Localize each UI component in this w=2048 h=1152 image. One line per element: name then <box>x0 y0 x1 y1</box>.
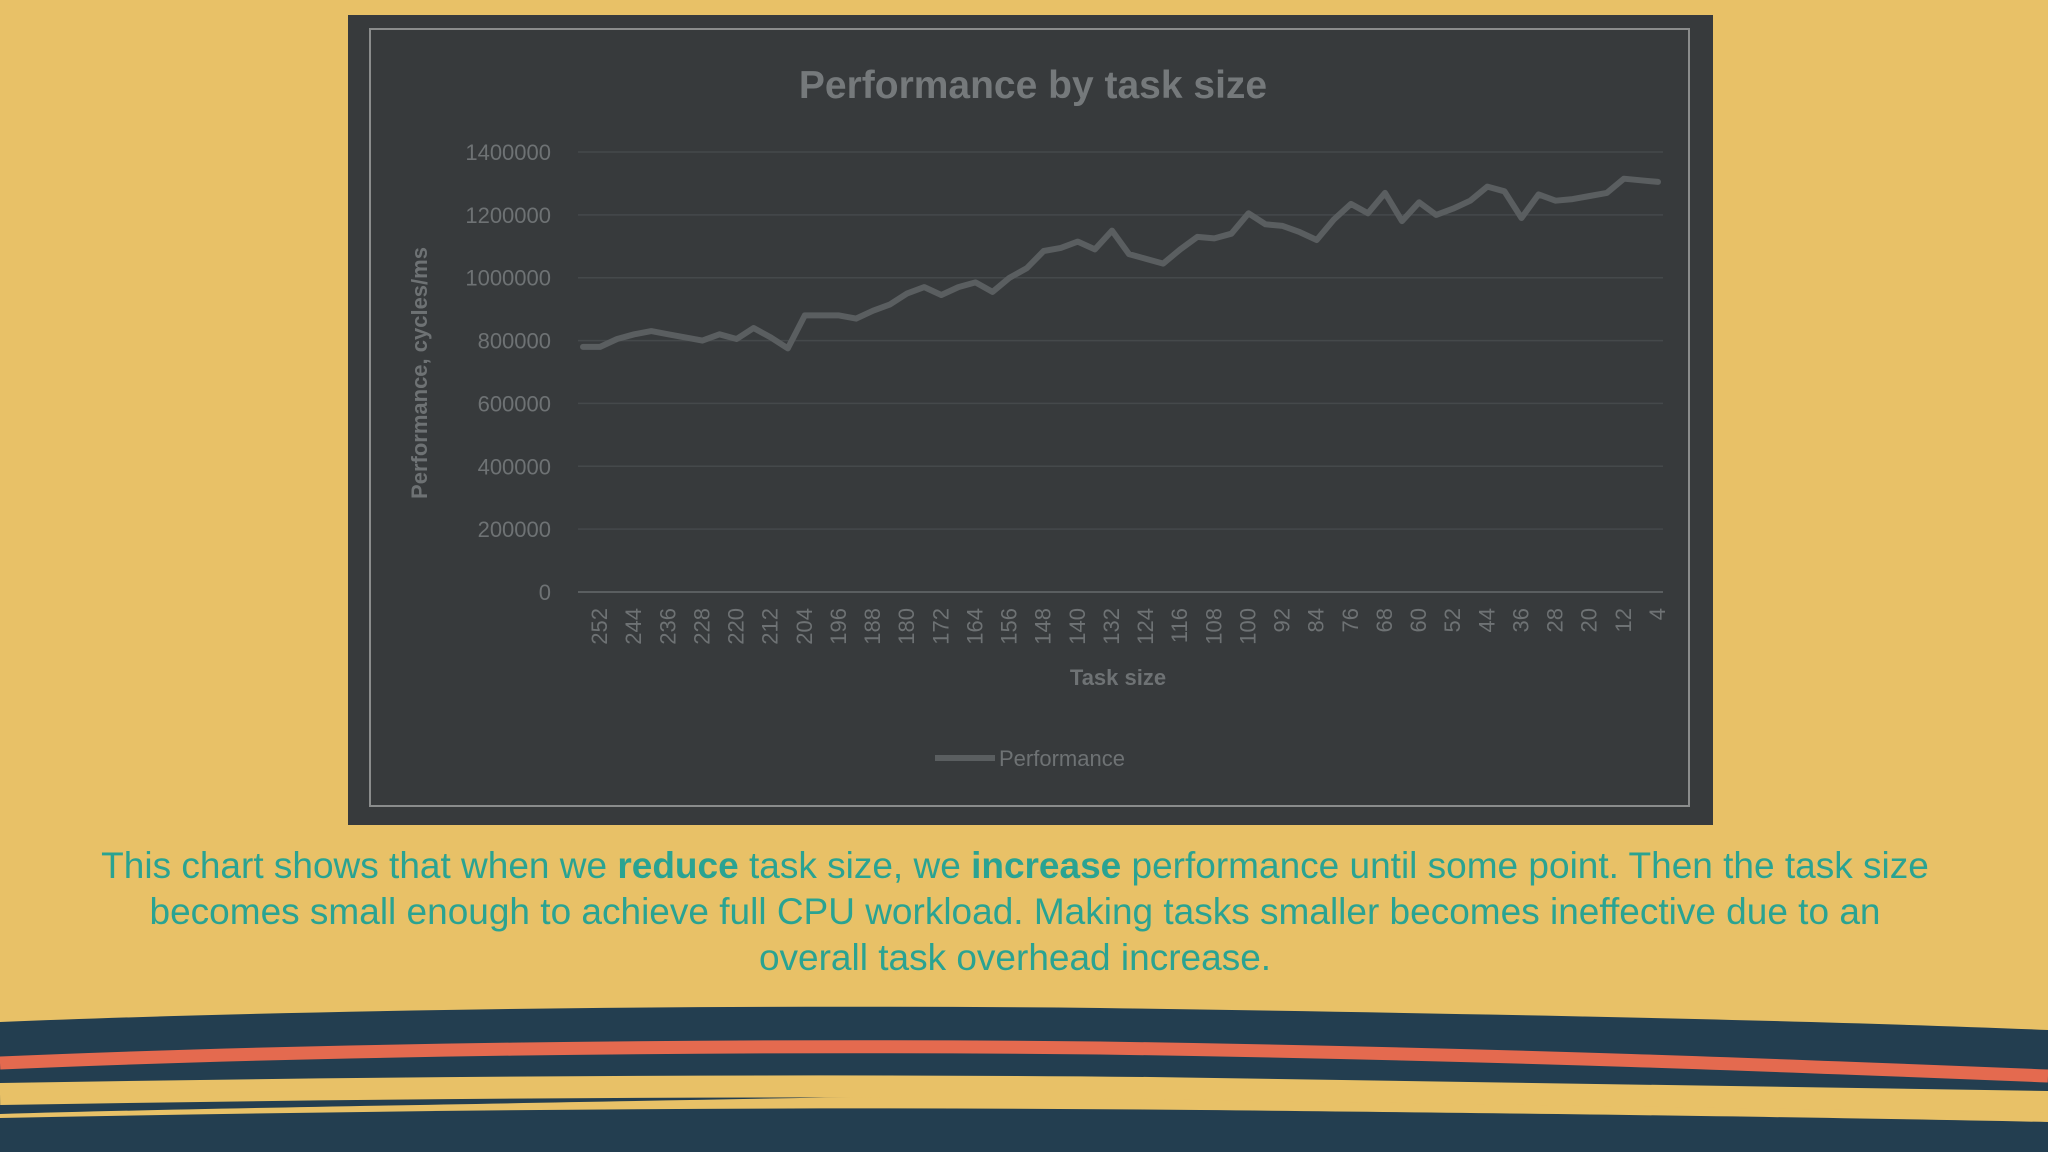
y-tick-label: 200000 <box>478 517 551 542</box>
chart-border <box>369 28 1690 807</box>
x-tick-label: 4 <box>1645 608 1670 620</box>
x-tick-label: 100 <box>1235 608 1260 645</box>
y-tick-label: 1000000 <box>465 266 551 291</box>
x-tick-label: 196 <box>826 608 851 645</box>
y-tick-label: 1200000 <box>465 203 551 228</box>
caption-text-2: task size, we <box>738 845 972 886</box>
x-tick-label: 212 <box>758 608 783 645</box>
y-tick-label: 600000 <box>478 391 551 416</box>
x-tick-label: 116 <box>1167 608 1192 643</box>
wave-coral-stripe <box>0 1040 2048 1083</box>
series-line-performance <box>580 175 1661 352</box>
y-tick-label: 1400000 <box>465 140 551 165</box>
chart-caption: This chart shows that when we reduce tas… <box>90 843 1940 981</box>
caption-bold-reduce: reduce <box>617 845 739 886</box>
y-tick-label: 0 <box>539 580 551 605</box>
decorative-waves <box>0 1006 2048 1152</box>
x-tick-label: 148 <box>1031 608 1056 645</box>
wave-yellow-stripe <box>0 1075 2048 1113</box>
x-tick-label: 236 <box>655 608 680 645</box>
x-tick-label: 132 <box>1099 608 1124 645</box>
x-tick-label: 68 <box>1372 608 1397 632</box>
x-tick-label: 220 <box>724 608 749 645</box>
x-tick-label: 12 <box>1611 608 1636 632</box>
x-tick-label: 84 <box>1304 608 1329 632</box>
wave-navy-bottom <box>0 1108 2048 1152</box>
x-tick-label: 52 <box>1440 608 1465 632</box>
legend-label: Performance <box>999 746 1125 771</box>
x-tick-label: 60 <box>1406 608 1431 632</box>
caption-text-1: This chart shows that when we <box>101 845 618 886</box>
x-tick-label: 172 <box>928 608 953 645</box>
y-tick-label: 800000 <box>478 329 551 354</box>
x-tick-label: 108 <box>1201 608 1226 645</box>
x-tick-label: 44 <box>1474 608 1499 632</box>
x-tick-label: 204 <box>792 608 817 645</box>
y-axis-title: Performance, cycles/ms <box>407 247 432 499</box>
chart-panel: Performance by task size 0 200000 400000 600… <box>348 15 1713 825</box>
x-tick-label: 76 <box>1338 608 1363 632</box>
x-axis-title: Task size <box>1070 665 1166 690</box>
performance-chart: Performance by task size 0 200000 400000 600… <box>407 64 1670 771</box>
x-tick-label: 156 <box>997 608 1022 645</box>
x-tick-label: 124 <box>1133 608 1158 645</box>
x-tick-label: 252 <box>587 608 612 645</box>
y-tick-label: 400000 <box>478 454 551 479</box>
x-tick-label: 140 <box>1065 608 1090 645</box>
x-tick-label: 36 <box>1508 608 1533 632</box>
x-tick-label: 188 <box>860 608 885 645</box>
chart-title: Performance by task size <box>799 64 1267 107</box>
caption-bold-increase: increase <box>971 845 1122 886</box>
x-tick-label: 92 <box>1270 608 1295 632</box>
x-tick-label: 164 <box>962 608 987 645</box>
x-tick-label: 244 <box>621 608 646 645</box>
x-tick-label: 28 <box>1543 608 1568 632</box>
x-tick-label: 20 <box>1577 608 1602 632</box>
x-tick-label: 228 <box>689 608 714 645</box>
caption-text-3: performance until some point. Then the t… <box>149 845 1929 978</box>
x-tick-label: 180 <box>894 608 919 645</box>
